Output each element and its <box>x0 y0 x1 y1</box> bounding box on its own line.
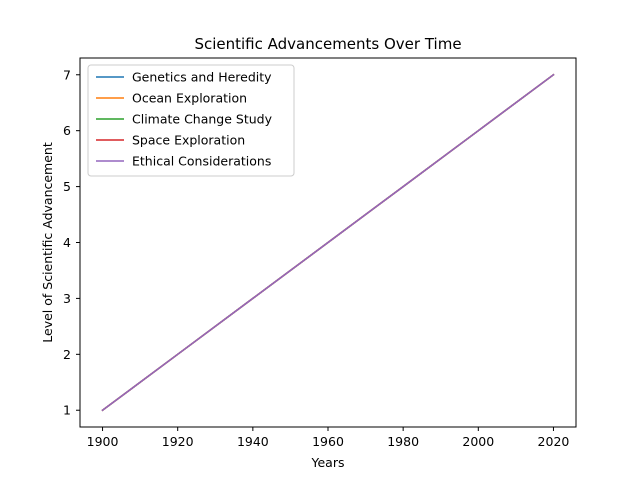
chart-title: Scientific Advancements Over Time <box>194 35 461 53</box>
legend-entry: Genetics and Heredity <box>132 70 272 85</box>
legend: Genetics and Heredity Ocean Exploration Cl… <box>87 64 295 177</box>
legend-entry: Ocean Exploration <box>132 91 247 106</box>
legend-frame <box>87 64 295 177</box>
x-axis-title: Years <box>311 455 345 470</box>
x-tick-label: 1900 <box>87 434 119 449</box>
legend-entry: Ethical Considerations <box>132 154 271 169</box>
y-tick-label: 1 <box>63 403 71 418</box>
x-axis: 1900 1920 1940 1960 1980 2000 2020 <box>87 427 570 449</box>
y-tick-label: 2 <box>63 347 71 362</box>
x-tick-label: 2000 <box>462 434 494 449</box>
y-axis-title: Level of Scientific Advancement <box>40 142 55 343</box>
y-tick-label: 3 <box>63 291 71 306</box>
y-tick-label: 7 <box>63 67 71 82</box>
x-tick-label: 1980 <box>387 434 419 449</box>
series-layer <box>101 73 555 412</box>
y-tick-label: 6 <box>63 123 71 138</box>
legend-entry: Space Exploration <box>132 133 245 148</box>
legend-entry: Climate Change Study <box>132 112 273 127</box>
x-tick-label: 1940 <box>237 434 269 449</box>
y-tick-label: 4 <box>63 235 71 250</box>
x-tick-label: 2020 <box>538 434 570 449</box>
x-tick-label: 1960 <box>312 434 344 449</box>
y-axis: 1 2 3 4 5 6 7 <box>63 67 80 418</box>
y-tick-label: 5 <box>63 179 71 194</box>
series-line-4 <box>101 73 555 412</box>
x-tick-label: 1920 <box>162 434 194 449</box>
